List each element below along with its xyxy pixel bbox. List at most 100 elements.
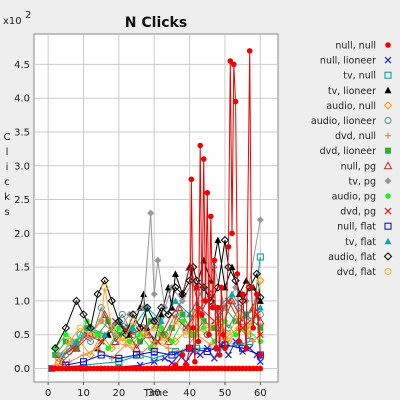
legend-label: dvd, lioneer [320,146,377,157]
legend-label: tv, flat [345,237,376,248]
data-point [185,262,194,271]
data-point [250,325,257,331]
data-point [200,156,207,162]
chart-title: N Clicks [125,15,187,31]
legend-marker [384,71,392,79]
data-point [252,269,261,279]
data-point [210,317,218,325]
data-point [190,325,196,331]
data-point [137,338,144,345]
data-point [87,331,95,339]
y-axis-label-letter: C [4,132,11,143]
data-point [179,352,186,358]
data-point [97,351,105,359]
data-point [207,341,214,348]
data-point [220,331,226,338]
data-point [63,331,69,338]
data-point [165,345,172,352]
data-point [140,290,148,298]
data-point [100,309,110,318]
series-line [54,240,261,349]
data-point [182,331,190,339]
data-point [243,345,249,352]
data-point [147,209,155,217]
data-point [158,325,165,331]
data-point [122,341,129,348]
data-point [65,337,73,345]
data-point [200,318,207,325]
data-point [248,284,255,291]
data-point [72,337,80,345]
data-point [256,253,264,261]
x-tick-label: 60 [254,388,267,399]
data-point [257,352,264,358]
legend-marker [384,222,392,230]
legend-label: audio, flat [328,252,376,263]
data-point [192,358,198,365]
data-point [257,338,264,345]
x-tick-label: 50 [219,388,232,399]
data-point [228,290,236,298]
y-tick-label: 1.0 [14,296,30,307]
data-point [101,331,109,338]
y-tick-label: 0.0 [14,364,30,375]
data-point [224,262,233,272]
x-tick-label: 30 [148,388,161,399]
data-point [115,354,123,362]
data-point [171,270,179,277]
data-point [101,283,109,291]
data-point [115,331,122,338]
data-point [147,345,154,352]
legend-marker [383,101,393,110]
data-point [227,296,237,305]
y-axis-label-letter: k [4,192,10,203]
data-point [161,337,169,345]
legend-marker [384,268,392,275]
legend-label: tv, null [343,71,376,82]
series-dvd-flat [55,277,264,366]
y-axis-label-letter: s [4,207,9,218]
data-point [57,357,67,366]
data-point [214,236,222,244]
series-line [55,327,261,366]
data-point [215,304,221,311]
data-point [232,98,239,105]
x-tick-label: 20 [113,388,126,399]
data-point [107,296,117,306]
data-point [256,304,264,311]
x-tick-label: 40 [183,388,196,399]
legend-label: audio, null [326,101,376,112]
x-axis-label: Time [143,388,168,399]
y-tick-label: 0.5 [14,330,30,341]
data-point [121,330,131,339]
data-point [193,344,201,352]
series-line [97,240,261,349]
data-point [232,331,239,338]
legend-label: dvd, flat [337,267,377,278]
data-point [229,230,235,237]
data-point [61,323,71,333]
legend-label: null, lioneer [320,56,376,67]
data-point [157,303,166,312]
x-tick-label: 0 [45,388,51,399]
legend-marker [385,147,391,154]
data-point [97,338,105,345]
data-point [72,296,81,306]
data-point [93,289,102,299]
data-point [52,351,59,358]
data-point [188,176,195,183]
data-point [114,316,124,326]
y-tick-label: 1.5 [14,263,30,274]
data-point [80,358,88,366]
data-point [150,324,158,332]
y-tick-label: 4.0 [14,94,30,105]
y-tick-label: 2.5 [14,195,30,206]
data-point [110,336,120,345]
legend-marker [384,56,392,64]
data-point [227,58,234,64]
data-point [246,48,253,54]
data-point [154,256,162,264]
legend-marker [385,193,391,199]
y-tick-label: 4.5 [14,60,30,71]
